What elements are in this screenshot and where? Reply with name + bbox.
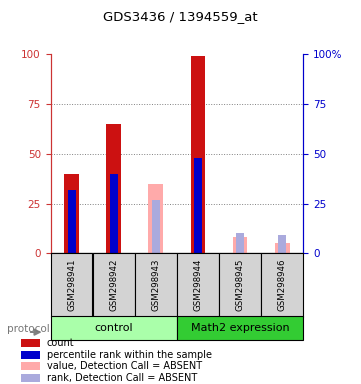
Text: GSM298941: GSM298941 [67,259,76,311]
FancyBboxPatch shape [177,316,303,340]
Bar [110,174,118,253]
Text: percentile rank within the sample: percentile rank within the sample [47,350,212,360]
FancyBboxPatch shape [177,253,219,317]
Bar [68,190,76,253]
Bar [64,174,79,253]
FancyBboxPatch shape [93,253,135,317]
Text: GSM298944: GSM298944 [193,259,203,311]
Text: GSM298945: GSM298945 [236,259,244,311]
Text: value, Detection Call = ABSENT: value, Detection Call = ABSENT [47,361,202,371]
Bar [194,157,202,253]
Bar [152,200,160,253]
Text: GSM298943: GSM298943 [151,259,160,311]
Bar [21,362,40,370]
Bar [275,243,290,253]
Bar [106,124,121,253]
Text: GDS3436 / 1394559_at: GDS3436 / 1394559_at [103,10,258,23]
Bar [21,351,40,359]
FancyBboxPatch shape [51,253,92,317]
Text: count: count [47,338,74,348]
Bar [21,339,40,348]
Bar [148,184,163,253]
Text: protocol: protocol [7,324,50,334]
Text: rank, Detection Call = ABSENT: rank, Detection Call = ABSENT [47,373,197,383]
Text: Math2 expression: Math2 expression [191,323,290,333]
Bar [233,237,247,253]
FancyBboxPatch shape [219,253,261,317]
Bar [191,56,205,253]
Bar [278,235,286,253]
Text: control: control [95,323,133,333]
FancyBboxPatch shape [261,253,303,317]
Bar [236,233,244,253]
FancyBboxPatch shape [51,316,177,340]
Bar [21,374,40,382]
FancyBboxPatch shape [135,253,177,317]
Text: GSM298946: GSM298946 [278,259,287,311]
Text: GSM298942: GSM298942 [109,259,118,311]
